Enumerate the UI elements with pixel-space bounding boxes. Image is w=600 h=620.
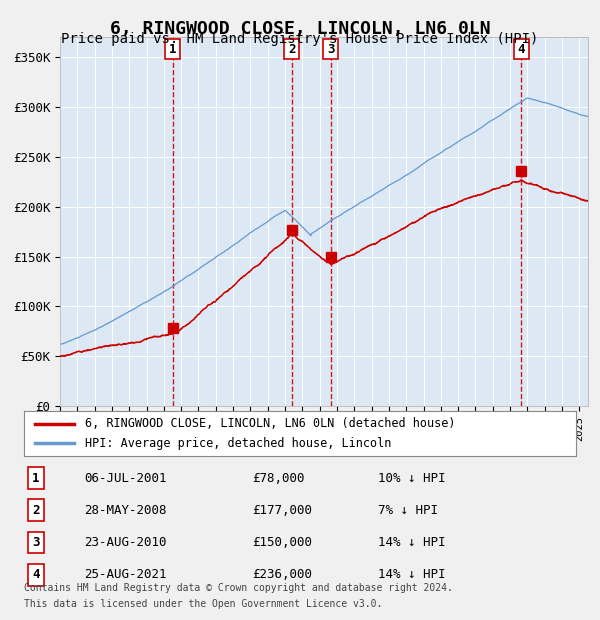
Text: 2: 2 bbox=[32, 504, 40, 516]
Text: 4: 4 bbox=[518, 43, 525, 56]
Text: Price paid vs. HM Land Registry's House Price Index (HPI): Price paid vs. HM Land Registry's House … bbox=[61, 32, 539, 46]
Text: £177,000: £177,000 bbox=[252, 504, 312, 516]
Text: £150,000: £150,000 bbox=[252, 536, 312, 549]
Text: 25-AUG-2021: 25-AUG-2021 bbox=[84, 569, 167, 581]
Text: £78,000: £78,000 bbox=[252, 472, 305, 484]
Text: 10% ↓ HPI: 10% ↓ HPI bbox=[378, 472, 445, 484]
Text: 3: 3 bbox=[32, 536, 40, 549]
Text: 23-AUG-2010: 23-AUG-2010 bbox=[84, 536, 167, 549]
Text: 1: 1 bbox=[169, 43, 176, 56]
Text: 14% ↓ HPI: 14% ↓ HPI bbox=[378, 569, 445, 581]
Text: 06-JUL-2001: 06-JUL-2001 bbox=[84, 472, 167, 484]
Text: 14% ↓ HPI: 14% ↓ HPI bbox=[378, 536, 445, 549]
Text: HPI: Average price, detached house, Lincoln: HPI: Average price, detached house, Linc… bbox=[85, 436, 391, 450]
Text: 3: 3 bbox=[327, 43, 335, 56]
Text: 1: 1 bbox=[32, 472, 40, 484]
Text: 7% ↓ HPI: 7% ↓ HPI bbox=[378, 504, 438, 516]
Text: 4: 4 bbox=[32, 569, 40, 581]
Text: This data is licensed under the Open Government Licence v3.0.: This data is licensed under the Open Gov… bbox=[24, 599, 382, 609]
Text: 2: 2 bbox=[288, 43, 296, 56]
Text: 6, RINGWOOD CLOSE, LINCOLN, LN6 0LN: 6, RINGWOOD CLOSE, LINCOLN, LN6 0LN bbox=[110, 20, 490, 38]
Text: Contains HM Land Registry data © Crown copyright and database right 2024.: Contains HM Land Registry data © Crown c… bbox=[24, 583, 453, 593]
Text: 28-MAY-2008: 28-MAY-2008 bbox=[84, 504, 167, 516]
Text: £236,000: £236,000 bbox=[252, 569, 312, 581]
Text: 6, RINGWOOD CLOSE, LINCOLN, LN6 0LN (detached house): 6, RINGWOOD CLOSE, LINCOLN, LN6 0LN (det… bbox=[85, 417, 455, 430]
